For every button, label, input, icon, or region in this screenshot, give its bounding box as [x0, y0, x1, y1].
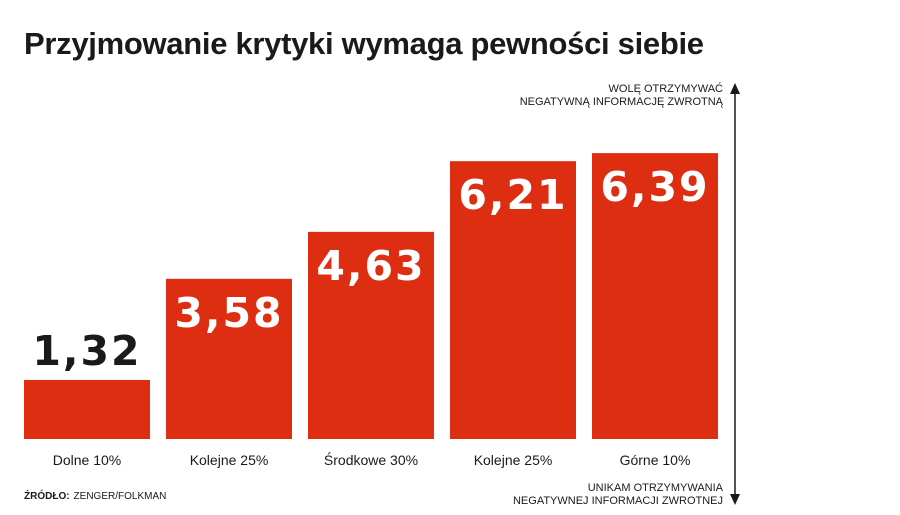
- source-label: ŹRÓDŁO:: [24, 491, 70, 502]
- bar-value-label-3: 4,63: [316, 242, 425, 290]
- bar-value-label-1: 1,32: [32, 327, 141, 375]
- axis-top-note: WOLĘ OTRZYMYWAĆ NEGATYWNĄ INFORMACJĘ ZWR…: [520, 83, 723, 109]
- bar-3: [308, 231, 434, 439]
- source-value: ZENGER/FOLKMAN: [73, 491, 167, 502]
- category-label-2: Kolejne 25%: [190, 452, 269, 468]
- arrow-down-icon: [730, 494, 740, 505]
- category-label-3: Środkowe 30%: [324, 451, 418, 468]
- bar-5: [592, 153, 718, 440]
- bar-4: [450, 161, 576, 439]
- chart-title: Przyjmowanie krytyki wymaga pewności sie…: [24, 26, 704, 61]
- category-label-5: Górne 10%: [620, 452, 691, 468]
- category-label-4: Kolejne 25%: [474, 452, 553, 468]
- vertical-axis-arrow: [730, 83, 740, 505]
- source-note: ŹRÓDŁO: ZENGER/FOLKMAN: [24, 491, 166, 502]
- axis-bottom-note-line-1: UNIKAM OTRZYMYWANIA: [587, 482, 723, 494]
- axis-top-note-line-2: NEGATYWNĄ INFORMACJĘ ZWROTNĄ: [519, 96, 723, 108]
- bar-2: [166, 278, 292, 439]
- axis-top-note-line-1: WOLĘ OTRZYMYWAĆ: [608, 83, 723, 95]
- bar-value-label-2: 3,58: [174, 289, 283, 337]
- arrow-up-icon: [730, 83, 740, 94]
- bar-value-label-4: 6,21: [458, 171, 567, 219]
- bar-1: [24, 379, 150, 439]
- bars-group: 1,32 Dolne 10% 3,58 Kolejne 25% 4,63 Środkowe…: [24, 153, 718, 468]
- bar-value-label-5: 6,39: [600, 163, 709, 211]
- axis-bottom-note-line-2: NEGATYWNEJ INFORMACJI ZWROTNEJ: [512, 495, 723, 507]
- axis-bottom-note: UNIKAM OTRZYMYWANIA NEGATYWNEJ INFORMACJ…: [513, 482, 723, 508]
- category-label-1: Dolne 10%: [53, 452, 122, 468]
